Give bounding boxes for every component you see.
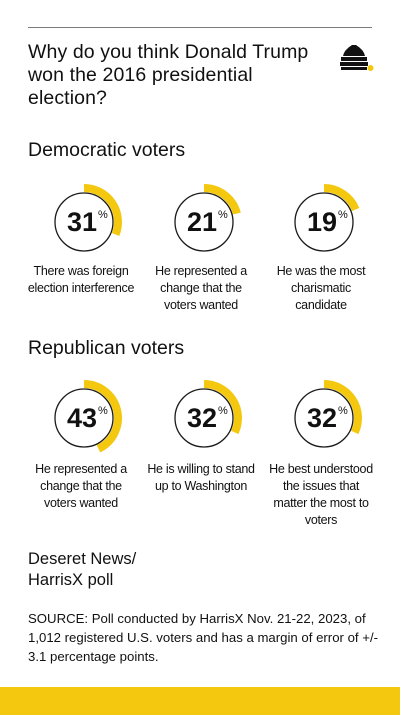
percent-value: 43: [67, 403, 97, 433]
label-dem-3: He was the most charismatic candidate: [276, 264, 366, 312]
ring-outline: [174, 388, 234, 448]
value-arc: [83, 380, 122, 453]
label-dem-2: He represented a change that the voters …: [155, 264, 247, 312]
ring-chart-rep-2: 32%: [158, 372, 250, 464]
label-dem-1: There was foreign election interference: [27, 264, 135, 295]
ring-outline: [294, 192, 354, 252]
label-rep-3: He best understood the issues that matte…: [269, 462, 373, 527]
value-arc: [83, 184, 122, 236]
ring-chart-dem-2: 21%: [158, 176, 250, 268]
page-title: Why do you think Donald Trump won the 20…: [28, 41, 309, 109]
credit-line-1: Deseret News/: [28, 550, 137, 568]
percent-value: 21: [187, 207, 217, 237]
percent-value: 19: [307, 207, 337, 237]
percent-sign: %: [338, 405, 348, 417]
source-note: SOURCE: Poll conducted by HarrisX Nov. 2…: [28, 611, 379, 664]
percent-value: 31: [67, 207, 97, 237]
label-rep-2: He is willing to stand up to Washington: [147, 462, 255, 493]
ring-chart-dem-3: 19%: [278, 176, 370, 268]
value-arc: [323, 380, 362, 435]
credit-line-2: HarrisX poll: [28, 571, 114, 589]
beehive-icon: [338, 43, 374, 73]
percent-sign: %: [98, 405, 108, 417]
percent-sign: %: [218, 209, 228, 221]
label-rep-1: He represented a change that the voters …: [35, 462, 127, 510]
ring-outline: [294, 388, 354, 448]
percent-value: 32: [307, 403, 337, 433]
ring-outline: [54, 388, 114, 448]
percent-sign: %: [98, 209, 108, 221]
value-arc: [323, 184, 360, 212]
percent-value: 32: [187, 403, 217, 433]
section-title-democratic: Democratic voters: [28, 139, 186, 161]
percent-sign: %: [338, 209, 348, 221]
ring-chart-rep-3: 32%: [278, 372, 370, 464]
top-divider: [28, 27, 372, 28]
section-title-republican: Republican voters: [28, 337, 185, 359]
credit: Deseret News/ HarrisX poll: [28, 549, 136, 591]
footer-accent-bar: [0, 687, 400, 715]
ring-outline: [54, 192, 114, 252]
percent-sign: %: [218, 405, 228, 417]
ring-chart-rep-1: 43%: [38, 372, 130, 464]
value-arc: [203, 184, 241, 215]
value-arc: [203, 380, 242, 435]
ring-outline: [174, 192, 234, 252]
ring-chart-dem-1: 31%: [38, 176, 130, 268]
